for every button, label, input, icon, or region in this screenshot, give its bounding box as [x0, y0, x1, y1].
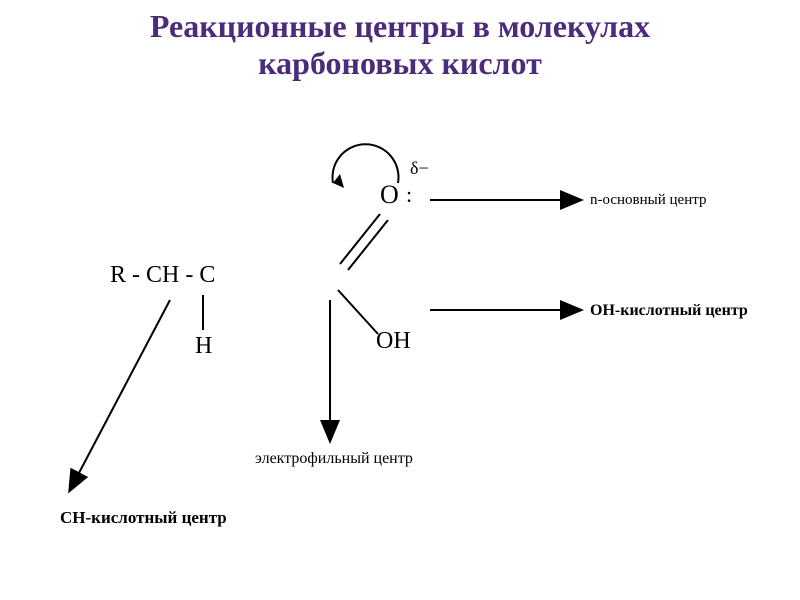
h-label: H [195, 333, 212, 360]
label-n-basic-prefix: n [590, 192, 598, 208]
o-lone-pair: : [406, 182, 413, 208]
backbone-text: R - CH - C [110, 262, 215, 289]
single-bond-oh [338, 290, 378, 334]
slide: Реакционные центры в молекулах карбоновы… [0, 0, 800, 600]
label-n-basic: n-основный центр [590, 192, 706, 209]
label-electrophilic: электрофильный центр [255, 450, 413, 468]
arrow-ch-acid [70, 300, 170, 490]
delta-minus: δ− [410, 158, 429, 179]
o-label: O [380, 180, 399, 210]
label-oh-acid: ОН-кислотный центр [590, 302, 748, 320]
electron-arc [333, 144, 399, 183]
oh-label: OH [376, 328, 411, 355]
label-ch-acid: СН-кислотный центр [60, 508, 227, 528]
electron-arc-head [333, 174, 344, 188]
label-n-basic-text: -основный центр [598, 192, 707, 208]
